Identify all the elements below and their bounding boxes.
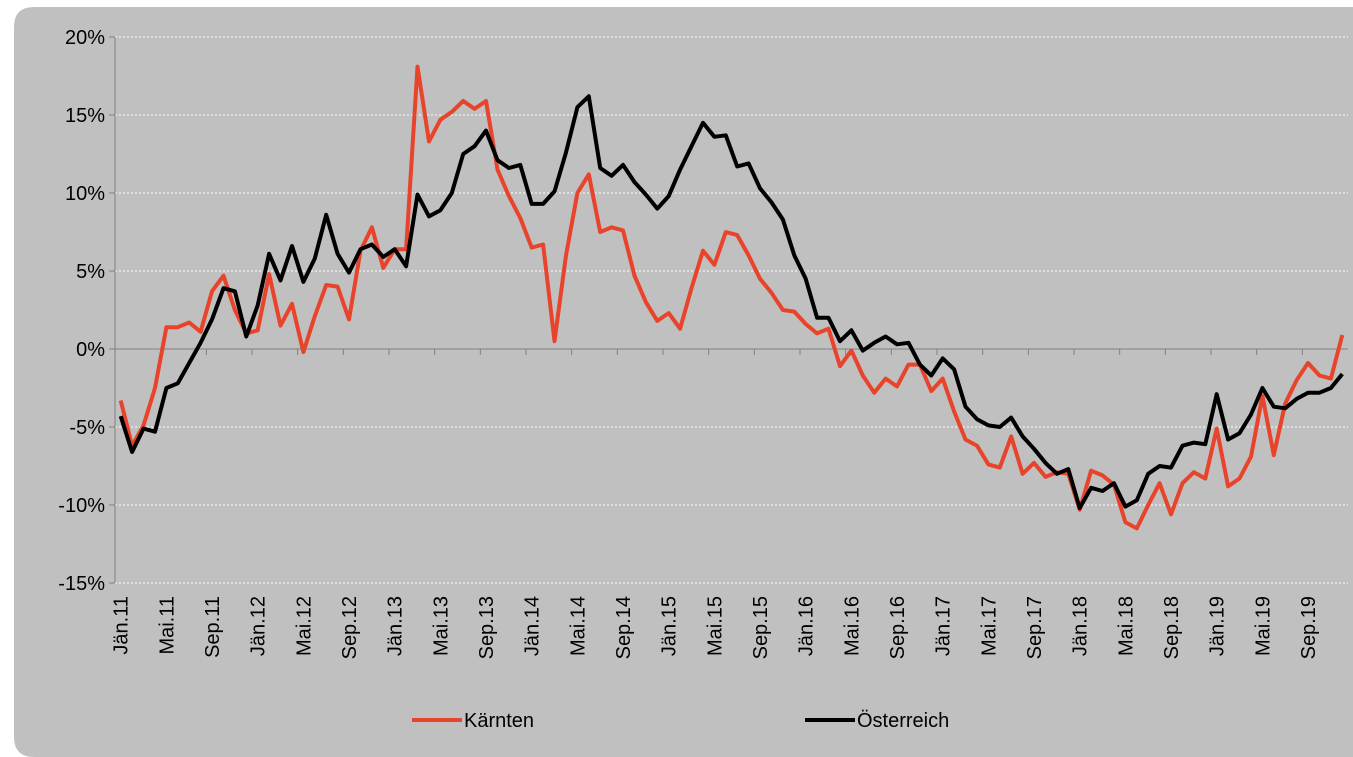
y-tick-label: -10% [58, 495, 105, 517]
x-tick-label: Mai.17 [978, 596, 1000, 656]
x-tick-label: Sep.17 [1024, 596, 1046, 659]
x-tick-label: Mai.12 [293, 596, 315, 656]
x-tick-label: Jän.16 [796, 596, 818, 656]
x-tick-label: Jän.19 [1207, 596, 1229, 656]
x-tick-label: Sep.19 [1298, 596, 1320, 659]
x-tick-label: Mai.13 [430, 596, 452, 656]
series-line [118, 64, 1345, 531]
y-tick-label: 10% [65, 183, 105, 205]
x-tick-label: Sep.11 [202, 596, 224, 658]
x-tick-label: Jän.14 [522, 596, 544, 656]
x-tick-label: Jän.12 [248, 596, 270, 656]
x-tick-label: Sep.18 [1161, 596, 1183, 659]
x-tick-label: Jän.13 [385, 596, 407, 656]
y-tick-label: 5% [76, 261, 105, 283]
y-tick-label: -5% [69, 417, 105, 439]
x-tick-label: Jän.17 [933, 596, 955, 656]
x-tick-label: Jän.11 [111, 596, 133, 655]
x-tick-label: Sep.15 [750, 596, 772, 659]
x-tick-label: Jän.15 [659, 596, 681, 656]
series-line [118, 94, 1344, 511]
x-tick-label: Mai.14 [567, 596, 589, 656]
y-tick-label: 15% [65, 105, 105, 127]
x-tick-label: Mai.18 [1115, 596, 1137, 656]
x-tick-label: Sep.13 [476, 596, 498, 659]
chart-panel [14, 7, 1353, 757]
y-tick-label: 0% [76, 339, 105, 361]
x-tick-label: Sep.12 [339, 596, 361, 659]
x-tick-label: Mai.15 [704, 596, 726, 656]
legend-label: Kärnten [464, 710, 534, 732]
x-tick-label: Sep.14 [613, 596, 635, 659]
x-tick-label: Sep.16 [887, 596, 909, 659]
legend-label: Österreich [857, 710, 949, 732]
x-tick-label: Mai.19 [1252, 596, 1274, 656]
x-tick-label: Mai.11 [156, 596, 178, 655]
x-tick-label: Mai.16 [841, 596, 863, 656]
x-tick-label: Jän.18 [1070, 596, 1092, 656]
y-tick-label: 20% [65, 27, 105, 49]
y-tick-label: -15% [58, 573, 105, 595]
